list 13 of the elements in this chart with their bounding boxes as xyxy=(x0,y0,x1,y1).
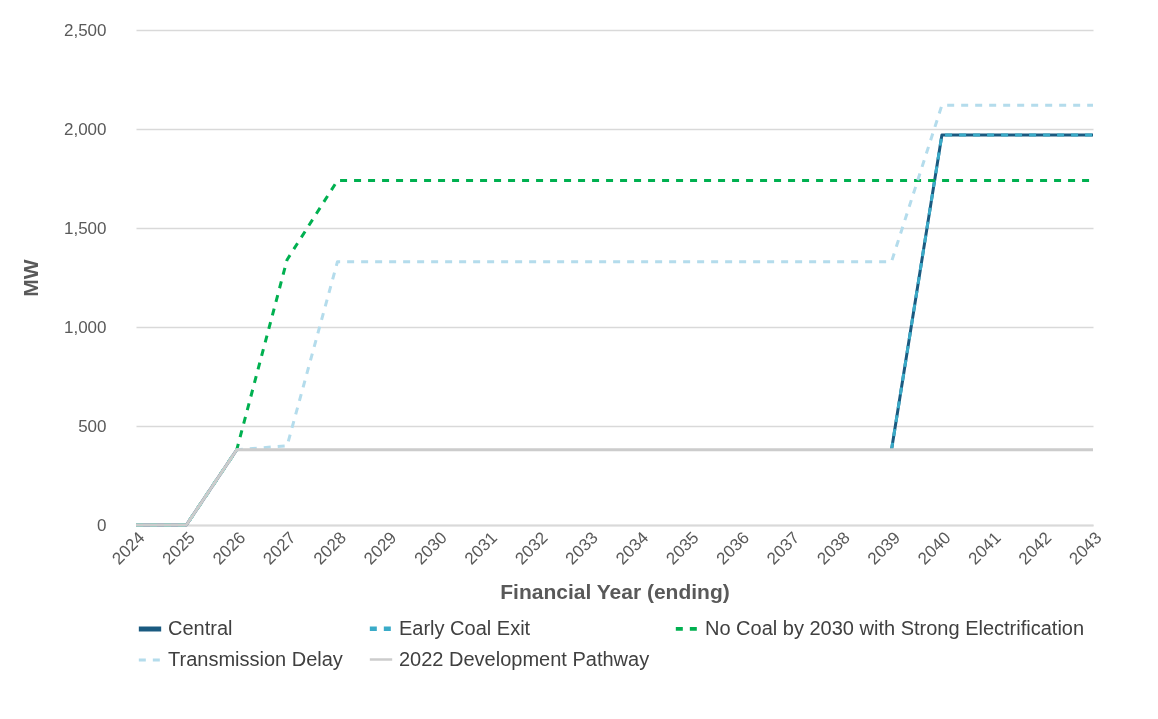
y-tick-label: 2,500 xyxy=(63,20,107,40)
y-tick-label: 500 xyxy=(78,416,107,436)
x-axis-title: Financial Year (ending) xyxy=(500,579,730,603)
legend-label: Early Coal Exit xyxy=(399,616,531,639)
y-tick-label: 1,500 xyxy=(63,218,107,238)
legend-label: No Coal by 2030 with Strong Electrification xyxy=(705,616,1085,639)
y-axis-title: MW xyxy=(18,259,42,297)
y-tick-label: 2,000 xyxy=(63,119,107,139)
y-tick-label: 0 xyxy=(97,515,107,535)
legend-label: Transmission Delay xyxy=(168,648,343,670)
legend-label: Central xyxy=(168,617,233,639)
legend-label: 2022 Development Pathway xyxy=(399,647,650,670)
y-tick-label: 1,000 xyxy=(63,317,107,337)
